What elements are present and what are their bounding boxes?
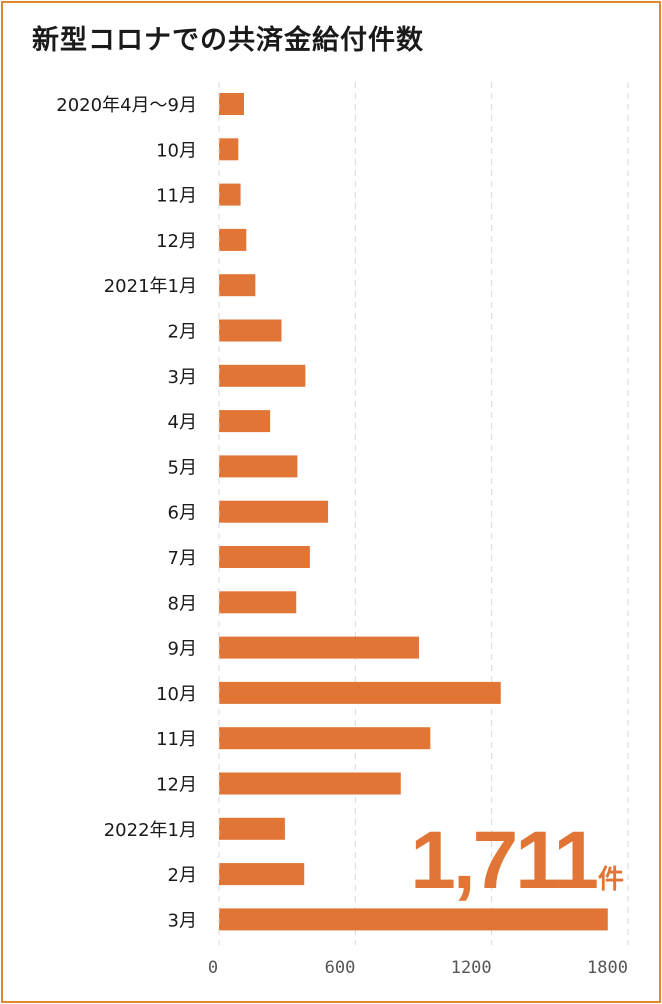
category-label: 2021年1月 xyxy=(104,276,197,297)
category-label: 10月 xyxy=(156,140,197,161)
chart-title: 新型コロナでの共済金給付件数 xyxy=(32,25,424,56)
bar xyxy=(219,546,310,568)
category-label: 11月 xyxy=(156,186,197,207)
bar xyxy=(219,500,329,523)
bar xyxy=(219,455,298,478)
bar xyxy=(219,727,431,750)
category-label: 3月 xyxy=(168,910,197,931)
category-label: 9月 xyxy=(168,639,197,660)
category-label: 10月 xyxy=(156,684,197,705)
bar xyxy=(219,93,244,115)
bar xyxy=(219,228,247,251)
bar xyxy=(219,908,608,931)
x-tick-label: 0 xyxy=(208,958,218,978)
grid-lines xyxy=(354,82,629,945)
category-label: 2022年1月 xyxy=(104,820,197,841)
x-tick-label: 1200 xyxy=(451,958,492,978)
bar xyxy=(219,410,271,433)
category-label: 12月 xyxy=(156,231,197,252)
category-label: 8月 xyxy=(168,593,197,614)
bar xyxy=(219,364,306,387)
category-label: 2020年4月～9月 xyxy=(56,95,197,116)
bar xyxy=(219,319,282,342)
category-label: 4月 xyxy=(168,412,197,433)
category-label: 12月 xyxy=(156,775,197,796)
bar xyxy=(219,591,297,614)
category-label: 2月 xyxy=(168,322,197,343)
bars xyxy=(219,93,608,931)
bar xyxy=(219,138,239,161)
x-tick-label: 600 xyxy=(325,958,356,978)
bar xyxy=(219,183,241,206)
highlight-callout: 1,711件 xyxy=(410,820,624,902)
category-label: 2月 xyxy=(168,865,197,886)
bar xyxy=(219,817,285,840)
x-axis-ticks: 0 600 1200 1800 xyxy=(208,958,628,978)
category-label: 6月 xyxy=(168,503,197,524)
bar xyxy=(219,636,419,659)
highlight-value: 1,711 xyxy=(410,815,599,906)
category-label: 7月 xyxy=(168,548,197,569)
category-labels: 2020年4月～9月 10月 11月 12月 2021年1月 2月 3月 4月 5月 6月 7月 8月… xyxy=(56,95,197,931)
x-tick-label: 1800 xyxy=(587,958,628,978)
bar xyxy=(219,274,256,297)
category-label: 3月 xyxy=(168,367,197,388)
highlight-unit: 件 xyxy=(597,864,624,894)
category-label: 5月 xyxy=(168,457,197,478)
bar xyxy=(219,681,501,704)
bar xyxy=(219,772,401,795)
category-label: 11月 xyxy=(156,729,197,750)
bar xyxy=(219,863,305,886)
